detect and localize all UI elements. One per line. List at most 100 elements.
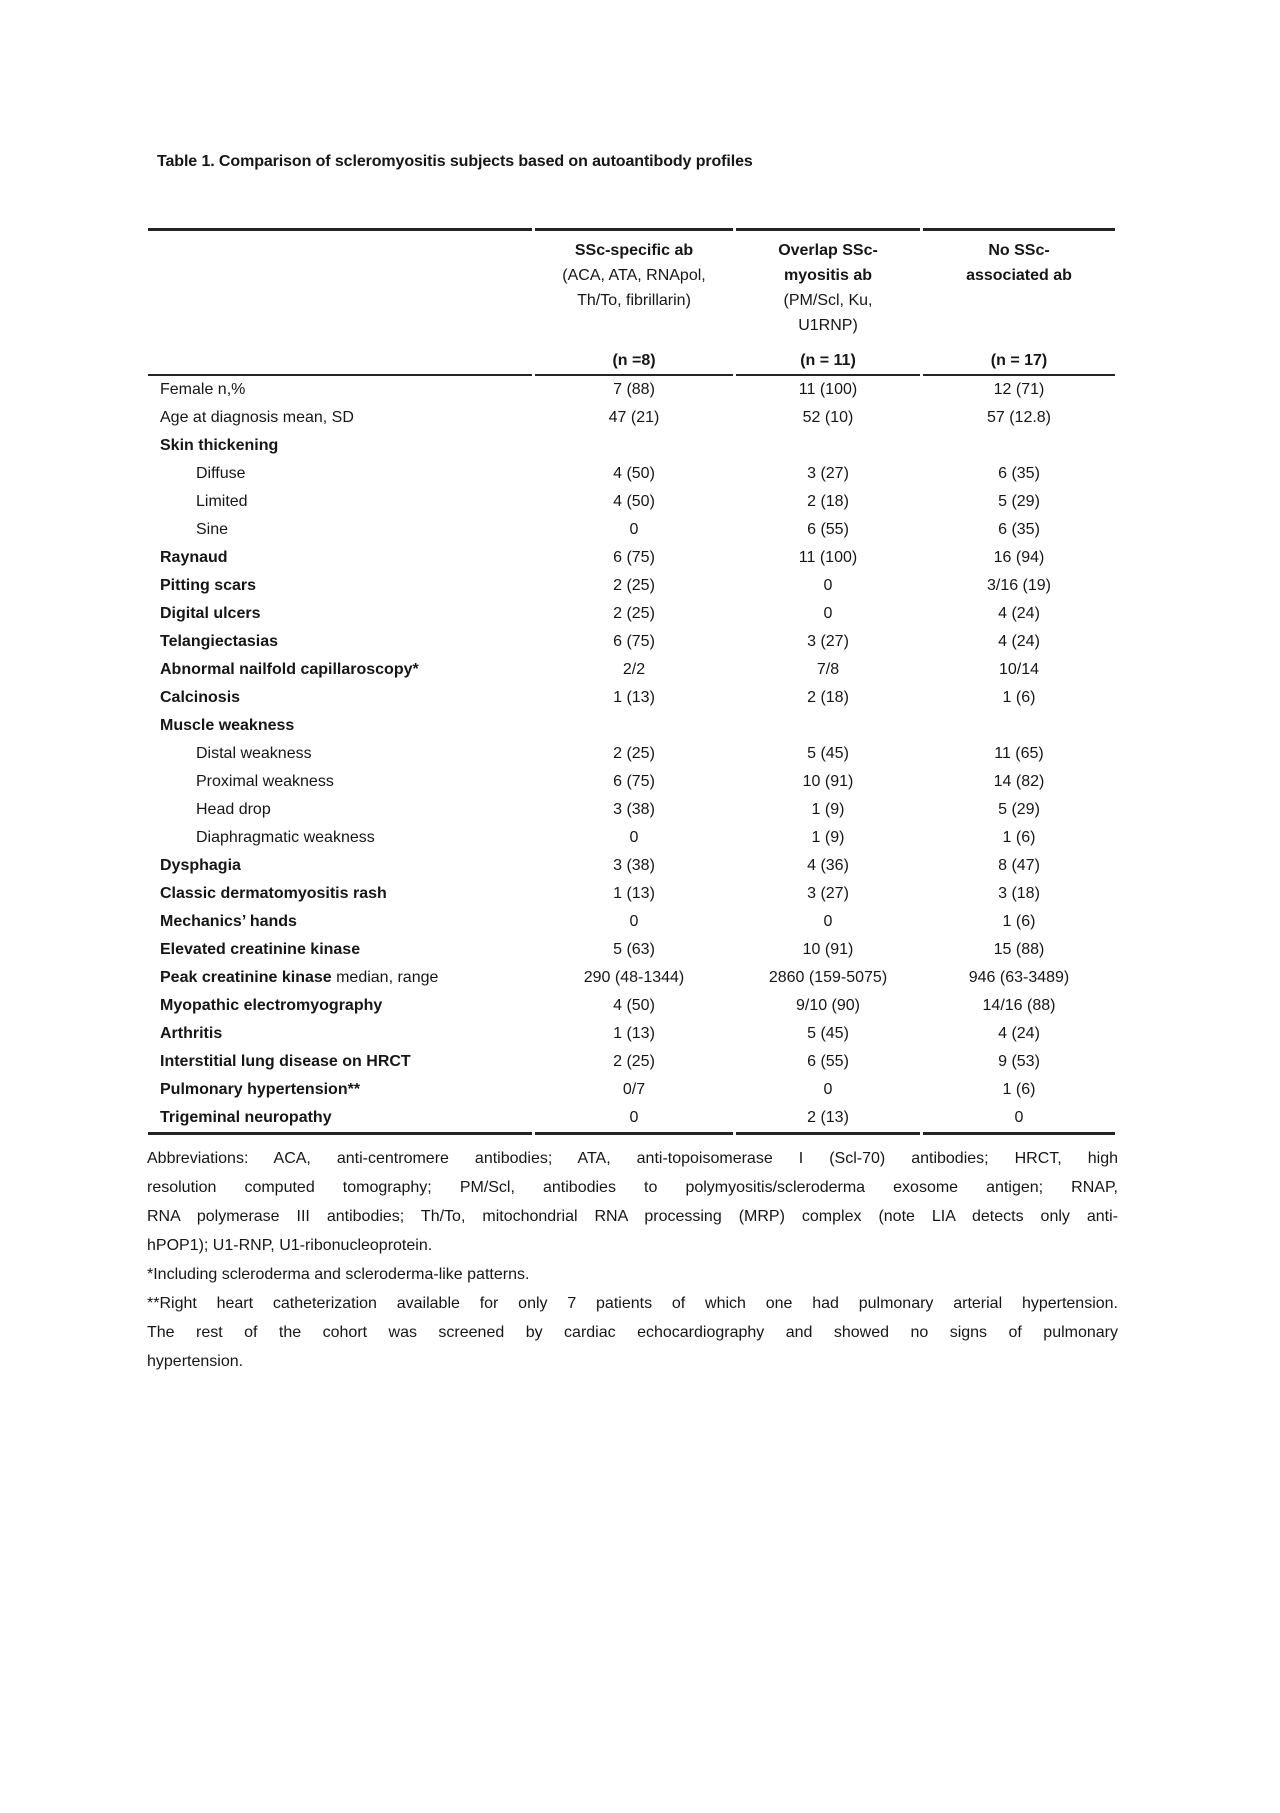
table-row: Dysphagia 3 (38) 4 (36) 8 (47) [148,852,1115,880]
row-label-cell: Female n,% [148,376,532,404]
row-value-ssc-specific: 2 (25) [613,577,655,594]
row-label: Diffuse [196,465,246,482]
header-n-empty-cell [148,339,532,376]
row-value-no-ssc: 1 (6) [1002,913,1036,930]
row-label: Pitting scars [160,577,257,594]
table-row: Sine 0 6 (55) 6 (35) [148,516,1115,544]
table-row: Diaphragmatic weakness 0 1 (9) 1 (6) [148,824,1115,852]
row-value-ssc-specific: 2/2 [622,661,646,678]
n-label-no-ssc: (n = 17) [923,339,1115,376]
row-value-no-ssc: 3 (18) [998,885,1040,902]
table-row: Skin thickening [148,432,1115,460]
row-label-cell: Proximal weakness [148,768,532,796]
row-value-no-ssc: 4 (24) [998,605,1040,622]
row-label: Pulmonary hypertension** [160,1081,361,1098]
header-line: Th/To, fibrillarin) [577,292,691,309]
row-value-no-ssc: 1 (6) [1002,1081,1036,1098]
row-value-overlap: 6 (55) [807,521,849,538]
row-value-ssc-specific: 6 (75) [613,549,655,566]
header-col-no-ssc-associated: No SSc-associated ab [923,228,1115,339]
header-col-ssc-specific: SSc-specific ab (ACA, ATA, RNApol, Th/To, … [535,228,733,339]
row-label-cell: Myopathic electromyography [148,992,532,1020]
table-row: Telangiectasias 6 (75) 3 (27) 4 (24) [148,628,1115,656]
row-label-cell: Trigeminal neuropathy [148,1104,532,1135]
row-value-overlap: 2 (18) [807,493,849,510]
header-line: Overlap SSc- [778,242,878,259]
table-row: Digital ulcers 2 (25) 0 4 (24) [148,600,1115,628]
table-row: Elevated creatinine kinase 5 (63) 10 (91… [148,936,1115,964]
row-label: Skin thickening [160,437,279,454]
row-value-no-ssc: 3/16 (19) [986,577,1052,594]
n-label-ssc-specific: (n =8) [535,339,733,376]
row-label-cell: Muscle weakness [148,712,532,740]
row-value-no-ssc: 4 (24) [998,1025,1040,1042]
header-line: No SSc- [988,242,1050,259]
row-value-ssc-specific [535,432,733,460]
row-value-no-ssc: 6 (35) [998,521,1040,538]
row-value-overlap: 6 (55) [807,1053,849,1070]
row-value-overlap: 0 [823,1081,833,1098]
row-value-ssc-specific: 0 [629,829,639,846]
header-line: associated ab [966,267,1072,284]
row-value-overlap: 11 (100) [798,549,858,566]
footnote-line: Abbreviations: ACA, anti-centromere anti… [147,1150,1118,1167]
row-value-ssc-specific: 7 (88) [613,381,655,398]
row-value-overlap: 4 (36) [807,857,849,874]
row-value-no-ssc: 4 (24) [998,633,1040,650]
row-value-no-ssc: 6 (35) [998,465,1040,482]
header-row: SSc-specific ab (ACA, ATA, RNApol, Th/To, … [148,228,1115,339]
row-label-cell: Pitting scars [148,572,532,600]
row-value-ssc-specific: 1 (13) [613,885,655,902]
row-label-cell: Sine [148,516,532,544]
row-value-no-ssc: 11 (65) [994,745,1044,762]
row-label-cell: Dysphagia [148,852,532,880]
table-row: Pitting scars 2 (25) 0 3/16 (19) [148,572,1115,600]
row-value-no-ssc: 15 (88) [993,941,1045,958]
row-label: Diaphragmatic weakness [196,829,375,846]
row-label-cell: Calcinosis [148,684,532,712]
table-row: Raynaud 6 (75) 11 (100) 16 (94) [148,544,1115,572]
row-value-ssc-specific: 1 (13) [613,1025,655,1042]
row-label-cell: Elevated creatinine kinase [148,936,532,964]
row-label-cell: Raynaud [148,544,532,572]
row-value-no-ssc: 14 (82) [993,773,1045,790]
header-line: U1RNP) [798,317,858,334]
row-value-overlap: 10 (91) [802,773,854,790]
table-title: Table 1. Comparison of scleromyositis su… [157,153,753,170]
row-value-ssc-specific: 290 (48-1344) [583,969,685,986]
row-value-no-ssc: 12 (71) [993,381,1045,398]
n-label-overlap: (n = 11) [736,339,920,376]
row-label: Limited [196,493,248,510]
row-label-suffix: median, range [331,969,439,986]
row-value-no-ssc: 57 (12.8) [986,409,1052,426]
row-value-overlap: 10 (91) [802,941,854,958]
row-label-cell: Telangiectasias [148,628,532,656]
row-value-overlap: 2 (13) [736,1104,920,1135]
row-value-overlap: 0 [823,577,833,594]
row-value-overlap: 2860 (159-5075) [768,969,888,986]
footnote-line: RNA polymerase III antibodies; Th/To, mi… [147,1208,1118,1225]
comparison-table: SSc-specific ab (ACA, ATA, RNApol, Th/To, … [145,228,1118,1135]
row-value-ssc-specific: 0 [629,913,639,930]
row-value-no-ssc: 0 [923,1104,1115,1135]
row-value-ssc-specific: 5 (63) [613,941,655,958]
row-value-ssc-specific: 4 (50) [613,465,655,482]
footnote: Abbreviations: ACA, anti-centromere anti… [147,1144,1118,1260]
row-label: Abnormal nailfold capillaroscopy* [160,661,419,678]
header-line: (PM/Scl, Ku, [783,292,873,309]
table-row: Arthritis 1 (13) 5 (45) 4 (24) [148,1020,1115,1048]
table-row: Female n,% 7 (88) 11 (100) 12 (71) [148,376,1115,404]
row-label-cell: Head drop [148,796,532,824]
row-label: Myopathic electromyography [160,997,383,1014]
row-value-overlap: 5 (45) [807,1025,849,1042]
row-value-ssc-specific: 6 (75) [613,633,655,650]
table-row: Trigeminal neuropathy 0 2 (13) 0 [148,1104,1115,1135]
table-row: Calcinosis 1 (13) 2 (18) 1 (6) [148,684,1115,712]
table-row: Head drop 3 (38) 1 (9) 5 (29) [148,796,1115,824]
row-value-no-ssc: 946 (63-3489) [968,969,1070,986]
table-row: Age at diagnosis mean, SD 47 (21) 52 (10… [148,404,1115,432]
row-label-cell: Age at diagnosis mean, SD [148,404,532,432]
table-row: Myopathic electromyography 4 (50) 9/10 (… [148,992,1115,1020]
row-value-ssc-specific: 4 (50) [613,997,655,1014]
